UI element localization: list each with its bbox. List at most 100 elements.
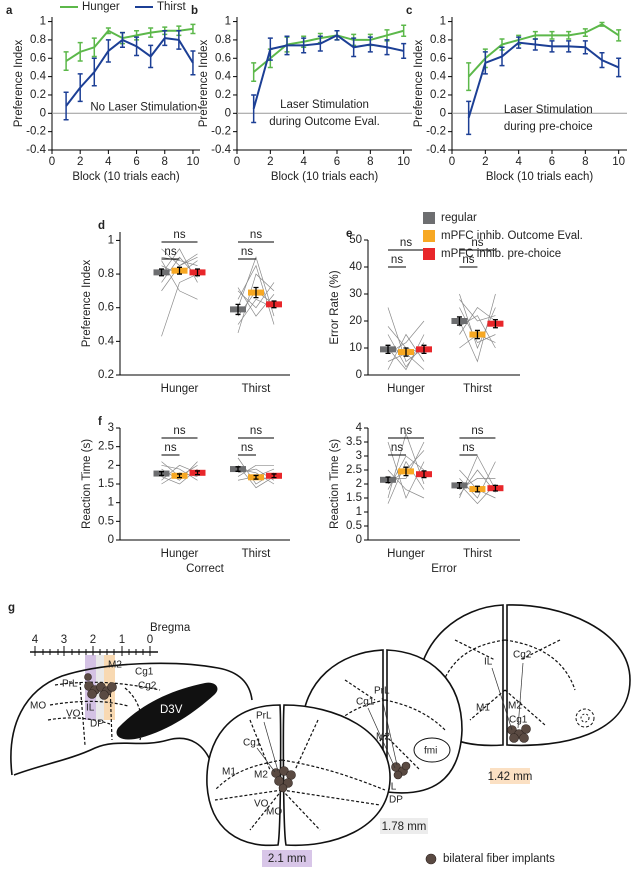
error-bar xyxy=(616,29,622,42)
y-tick-label: 1.5 xyxy=(346,492,362,504)
region-label: Cg2 xyxy=(138,681,157,692)
y-axis-label: Preference Index xyxy=(81,259,93,347)
error-bar xyxy=(403,466,409,477)
scale-tick-label: 4 xyxy=(32,634,39,646)
region-label: Cg1 xyxy=(243,738,262,749)
y-tick-label: 1 xyxy=(440,16,446,28)
error-bar xyxy=(516,36,522,49)
error-bar xyxy=(474,329,480,340)
implants xyxy=(84,673,117,700)
section-regions xyxy=(439,639,576,726)
series-line xyxy=(253,29,404,73)
significance-label: ns xyxy=(471,237,483,249)
y-tick-label: 0 xyxy=(356,534,362,546)
x-tick-label: 8 xyxy=(162,156,168,168)
coronal-section xyxy=(386,649,463,794)
error-bar xyxy=(492,484,498,492)
x-tick-label: 2 xyxy=(482,156,488,168)
error-bar xyxy=(616,57,622,78)
region-label: M1 xyxy=(222,767,236,778)
charts: a -0.4 -0.2 0 0.2 0.4 0.6 0.8 1 Preference Index B… xyxy=(6,1,627,575)
x-tick-label: Thirst xyxy=(242,548,272,560)
depth-tag xyxy=(380,818,428,834)
x-tick-label: 10 xyxy=(397,156,410,168)
region-label: M2 xyxy=(508,701,522,712)
section-regions xyxy=(214,719,386,831)
y-tick-label: 2 xyxy=(356,478,362,490)
panel-label: c xyxy=(406,5,413,17)
y-axis-label: Preference Index xyxy=(13,39,25,127)
legend-label: mPFC inhib. pre-choice xyxy=(441,248,561,260)
y-tick-label: 0.8 xyxy=(98,268,114,280)
y-tick-label: 0 xyxy=(356,369,362,381)
region-label: VO xyxy=(254,799,269,810)
error-bar xyxy=(77,73,83,103)
significance-label: ns xyxy=(462,254,474,266)
error-bar xyxy=(317,35,323,52)
significance-label: ns xyxy=(164,246,176,258)
region-label: M2 xyxy=(254,770,268,781)
y-axis-label: Preference Index xyxy=(413,39,425,127)
subject-line xyxy=(387,333,425,370)
y-tick-label: 0.2 xyxy=(215,89,231,101)
scale-tick-label: 0 xyxy=(147,634,153,646)
x-tick-label: 10 xyxy=(612,156,625,168)
error-bar xyxy=(195,470,200,476)
region-label: MO xyxy=(266,807,282,818)
leader-line xyxy=(517,662,524,729)
error-bar xyxy=(177,473,182,479)
error-bar xyxy=(384,39,390,56)
error-bar xyxy=(466,100,472,136)
error-bar xyxy=(385,344,391,355)
subject-line xyxy=(161,256,198,266)
y-axis-label: Error Rate (%) xyxy=(329,270,341,344)
x-tick-label: 6 xyxy=(549,156,555,168)
error-bar xyxy=(251,94,257,124)
y-tick-label: 2.5 xyxy=(346,464,362,476)
subject-line xyxy=(387,334,425,371)
section-detail xyxy=(575,708,595,728)
error-bar xyxy=(301,37,307,54)
error-bar xyxy=(421,470,427,479)
region-label: M1 xyxy=(476,703,490,714)
region-label: M2 xyxy=(108,660,122,671)
subject-line xyxy=(387,460,425,504)
coronal-section xyxy=(206,704,282,847)
error-bar xyxy=(367,36,373,53)
x-tick-label: 2 xyxy=(77,156,83,168)
y-tick-label: -0.4 xyxy=(426,144,446,156)
error-bar xyxy=(77,41,83,62)
region-label: M2 xyxy=(376,732,390,743)
error-bar xyxy=(421,344,427,355)
error-bar xyxy=(159,471,164,477)
significance-label: ns xyxy=(250,425,262,437)
section-regions xyxy=(324,679,446,771)
leader-line xyxy=(256,747,276,773)
subject-line xyxy=(459,293,496,363)
x-tick-label: Thirst xyxy=(242,383,272,395)
significance-label: ns xyxy=(391,442,403,454)
bregma-label: Bregma xyxy=(150,622,191,634)
error-bar xyxy=(235,466,241,472)
significance-label: ns xyxy=(173,425,185,437)
x-tick-label: 4 xyxy=(105,156,112,168)
leader-line xyxy=(491,667,513,731)
error-bar xyxy=(267,37,273,61)
panel-label: a xyxy=(6,5,13,17)
error-bar xyxy=(499,46,505,67)
fmi-region xyxy=(413,737,451,763)
error-bar xyxy=(190,50,196,76)
y-tick-label: 0.8 xyxy=(215,34,231,46)
y-tick-label: 3 xyxy=(356,450,362,462)
y-tick-label: 4 xyxy=(356,422,363,434)
panel-g: g Bregma 4 3 2 1 0 PrL M2 Cg1 Cg2 MO VO … xyxy=(8,602,631,867)
y-tick-label: 20 xyxy=(349,315,362,327)
error-bar xyxy=(284,35,290,56)
x-tick-label: 0 xyxy=(449,156,455,168)
y-tick-label: 0 xyxy=(225,107,231,119)
error-bar xyxy=(134,36,140,57)
error-bar xyxy=(91,37,97,58)
error-bar xyxy=(401,24,407,38)
y-tick-label: 0.8 xyxy=(430,34,446,46)
y-tick-label: 0.6 xyxy=(430,52,446,64)
